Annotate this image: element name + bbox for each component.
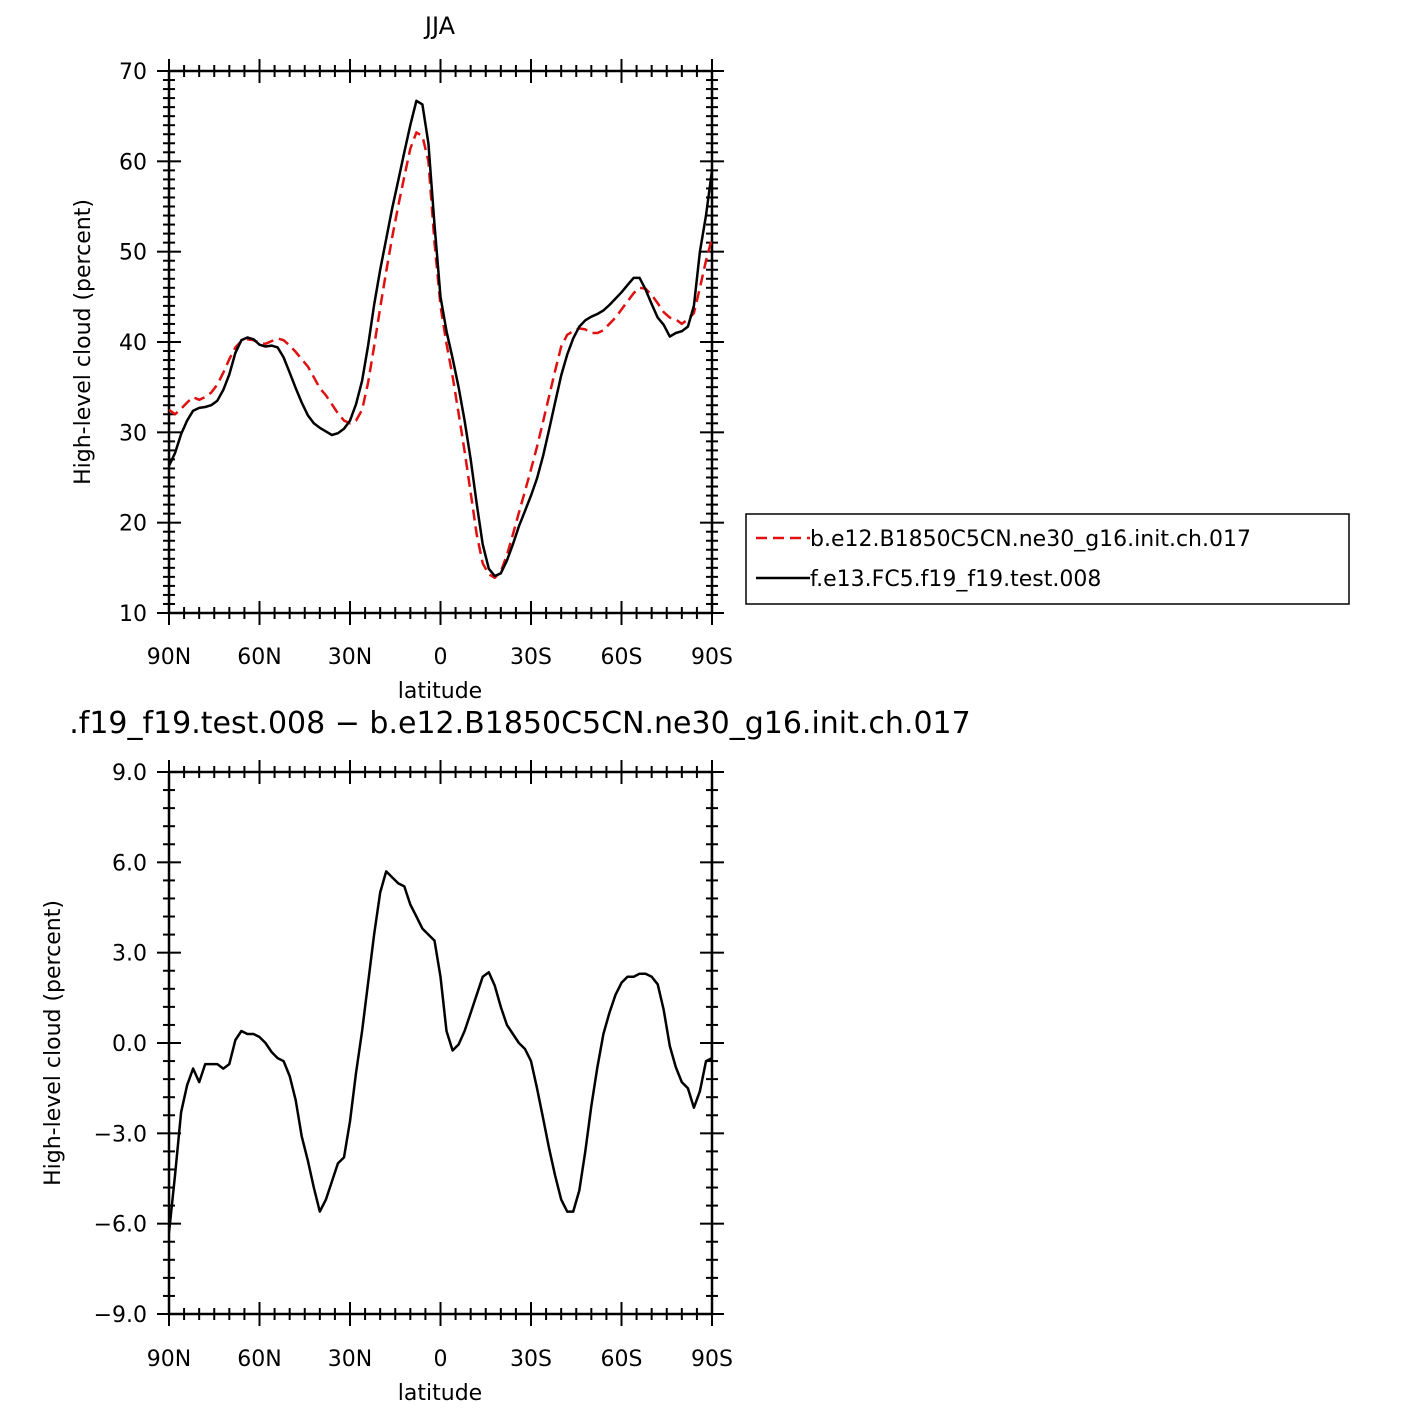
legend-label-model-b: b.e12.B1850C5CN.ne30_g16.init.ch.017: [810, 527, 1251, 552]
legend: b.e12.B1850C5CN.ne30_g16.init.ch.017 f.e…: [745, 513, 1350, 605]
x-tick-label: 0: [434, 1347, 448, 1372]
x-tick-label: 60N: [237, 1347, 281, 1372]
legend-box: [745, 513, 1350, 605]
x-tick-label: 30S: [510, 645, 552, 670]
x-tick-label: 30N: [328, 1347, 372, 1372]
top-plot-frame: [167, 69, 714, 615]
y-tick-label: 30: [119, 421, 147, 446]
x-tick-label: 90S: [691, 645, 733, 670]
top-chart-title: JJA: [423, 12, 456, 40]
x-tick-label: 90N: [147, 1347, 191, 1372]
bottom-tick-marks: [157, 760, 724, 1326]
bottom-x-axis-label: latitude: [398, 1381, 482, 1406]
y-tick-label: 6.0: [112, 851, 147, 876]
y-tick-label: −3.0: [94, 1122, 147, 1147]
bottom-plot-frame: [167, 770, 714, 1316]
x-tick-label: 90N: [147, 645, 191, 670]
series-line-0: [169, 131, 712, 580]
y-tick-label: 50: [119, 241, 147, 266]
x-tick-label: 60S: [601, 1347, 643, 1372]
x-tick-label: 30S: [510, 1347, 552, 1372]
y-tick-label: 60: [119, 150, 147, 175]
y-tick-label: −6.0: [94, 1213, 147, 1238]
x-tick-label: 0: [434, 645, 448, 670]
top-y-tick-labels: 70 60 50 40 30 20 10: [119, 60, 147, 627]
bottom-series-lines: [169, 802, 712, 1233]
bottom-x-tick-labels: 90N 60N 30N 0 30S 60S 90S: [147, 1347, 733, 1372]
legend-label-model-f: f.e13.FC5.f19_f19.test.008: [810, 567, 1101, 592]
y-tick-label: 9.0: [112, 761, 147, 786]
bottom-y-tick-labels: 9.0 6.0 3.0 0.0 −3.0 −6.0 −9.0: [94, 761, 147, 1328]
bottom-chart-title: .f19_f19.test.008 − b.e12.B1850C5CN.ne30…: [69, 706, 970, 741]
top-series-lines: [169, 99, 712, 580]
x-tick-label: 60N: [237, 645, 281, 670]
y-tick-label: 0.0: [112, 1032, 147, 1057]
y-tick-label: 3.0: [112, 942, 147, 967]
y-tick-label: 10: [119, 602, 147, 627]
series-line-0: [169, 802, 712, 1233]
y-tick-label: 40: [119, 331, 147, 356]
bottom-y-axis-label: High-level cloud (percent): [41, 900, 66, 1186]
top-x-tick-labels: 90N 60N 30N 0 30S 60S 90S: [147, 645, 733, 670]
bottom-chart-panel: .f19_f19.test.008 − b.e12.B1850C5CN.ne30…: [41, 706, 971, 1406]
x-tick-label: 90S: [691, 1347, 733, 1372]
top-x-axis-label: latitude: [398, 679, 482, 704]
top-tick-marks: [157, 59, 724, 625]
series-line-1: [169, 99, 712, 578]
x-tick-label: 30N: [328, 645, 372, 670]
y-tick-label: −9.0: [94, 1303, 147, 1328]
y-tick-label: 20: [119, 512, 147, 537]
top-chart-panel: JJA 70 60 50 40 30 20 10 90N 60N 30N 0 30S 60S 90S l…: [71, 12, 1350, 704]
y-tick-label: 70: [119, 60, 147, 85]
top-y-axis-label: High-level cloud (percent): [71, 199, 96, 485]
x-tick-label: 60S: [601, 645, 643, 670]
